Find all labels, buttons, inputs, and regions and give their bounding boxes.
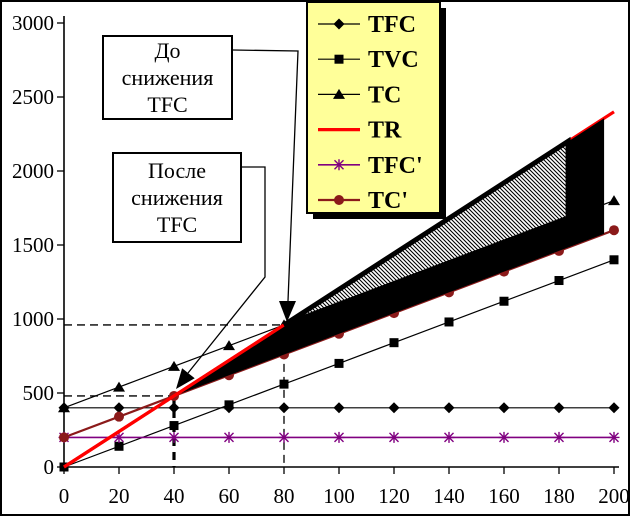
callout-text-line: После: [148, 158, 206, 183]
legend-label-TC': TC': [368, 188, 408, 214]
region-profit-before-tfc-reduction: [282, 136, 571, 328]
x-tick-label: 20: [109, 484, 130, 508]
legend-label-TC: TC: [368, 82, 401, 108]
legend-label-TFC': TFC': [368, 153, 423, 179]
break-even-guides: [64, 324, 285, 467]
callout-text-line: снижения: [131, 185, 223, 210]
x-tick-label: 60: [219, 484, 240, 508]
callout-text-line: снижения: [121, 65, 214, 90]
legend-item-TFC': TFC': [318, 153, 423, 179]
y-tick-label: 1000: [12, 307, 54, 331]
legend-item-TC: TC: [318, 82, 401, 108]
legend-item-TC': TC': [318, 188, 408, 214]
tr-line-visible-segment: [63, 304, 316, 469]
callout-text-line: TFC: [147, 92, 188, 117]
series-TFC': [58, 431, 620, 443]
callout-before-tfc-reduction: До снижения TFC: [102, 35, 233, 120]
callout-after-tfc-reduction: После снижения TFC: [112, 152, 242, 243]
x-tick-label: 140: [433, 484, 465, 508]
x-tick-label: 100: [323, 484, 355, 508]
arrowhead: [176, 368, 195, 389]
y-tick-label: 1500: [12, 233, 54, 257]
axes: 0 500 1000 1500 2000 2500 3000 0 20 40 60 80 100 120 1…: [12, 11, 630, 508]
legend-label-TFC: TFC: [368, 12, 416, 38]
legend-label-TVC: TVC: [368, 47, 419, 73]
y-tick-label: 0: [44, 455, 55, 479]
y-tick-label: 3000: [12, 11, 54, 35]
y-tick-label: 2500: [12, 85, 54, 109]
x-tick-label: 40: [164, 484, 185, 508]
x-tick-label: 0: [59, 484, 70, 508]
callout-arrow-before: [232, 49, 299, 322]
callout-text-line: TFC: [156, 212, 198, 237]
legend-item-TR: TR: [318, 118, 402, 144]
y-tick-label: 500: [23, 381, 55, 405]
legend-item-TFC: TFC: [318, 12, 416, 38]
x-tick-label: 120: [378, 484, 410, 508]
legend-box: [306, 1, 441, 214]
x-tick-label: 80: [274, 484, 295, 508]
legend-item-TVC: TVC: [318, 47, 419, 73]
callout-arrow-after: [176, 166, 266, 389]
legend: TFC TVC TC TR TFC' TC': [306, 1, 446, 219]
y-tick-label: 2000: [12, 159, 54, 183]
x-tick-label: 200: [598, 484, 630, 508]
callout-text-line: До: [154, 38, 181, 63]
legend-label-TR: TR: [368, 118, 402, 144]
arrowhead: [279, 301, 296, 322]
x-tick-label: 160: [488, 484, 520, 508]
x-tick-label: 180: [543, 484, 575, 508]
